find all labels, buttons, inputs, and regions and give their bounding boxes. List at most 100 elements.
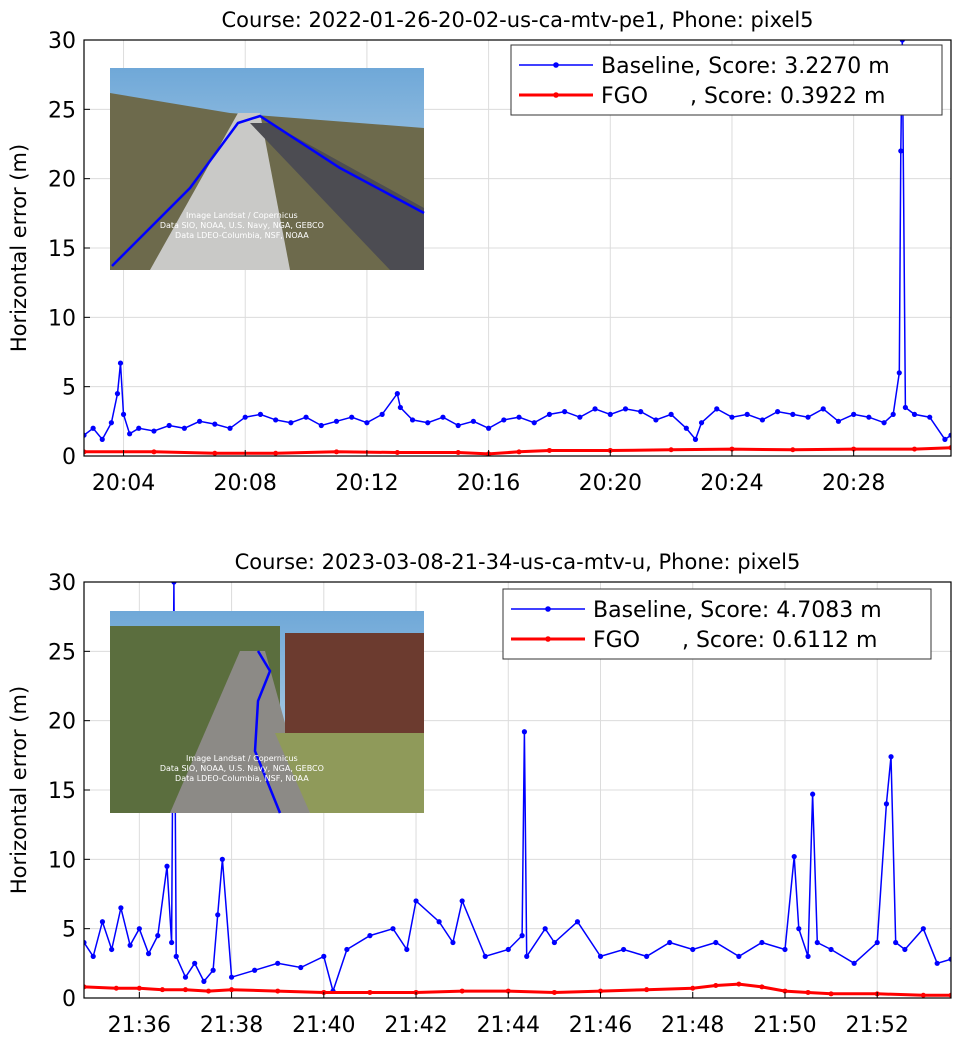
- data-point: [759, 984, 765, 990]
- data-point: [782, 946, 788, 953]
- data-point: [866, 414, 872, 420]
- data-point: [521, 729, 528, 735]
- data-point: [344, 946, 350, 953]
- data-point: [519, 933, 525, 939]
- data-point: [397, 404, 403, 411]
- data-point: [714, 406, 720, 412]
- data-point: [524, 953, 530, 960]
- data-point: [620, 946, 627, 953]
- data-point: [84, 984, 87, 990]
- data-point: [169, 939, 175, 946]
- chart-title: Course: 2023-03-08-21-34-us-ca-mtv-u, Ph…: [235, 550, 801, 574]
- y-tick-label: 5: [62, 918, 76, 943]
- data-point: [505, 988, 511, 994]
- data-point: [455, 422, 461, 429]
- data-point: [782, 988, 788, 994]
- data-point: [482, 953, 488, 960]
- data-point: [136, 926, 142, 932]
- data-point: [127, 942, 133, 948]
- data-point: [644, 953, 650, 960]
- data-point: [668, 411, 674, 417]
- data-point: [729, 446, 735, 452]
- data-point: [890, 411, 896, 417]
- inset-road: [170, 651, 310, 813]
- data-point: [902, 946, 908, 953]
- legend-swatch-marker: [545, 636, 551, 642]
- data-point: [683, 425, 689, 431]
- data-point: [551, 939, 557, 946]
- legend-swatch-marker: [553, 62, 559, 68]
- legend-entry: Baseline, Score: 4.7083 m: [593, 598, 882, 623]
- legend-swatch-marker: [545, 606, 551, 612]
- data-point: [814, 939, 820, 946]
- data-point: [893, 939, 899, 946]
- data-point: [851, 446, 857, 452]
- data-point: [874, 939, 880, 946]
- data-point: [108, 420, 114, 426]
- data-point: [275, 960, 281, 966]
- data-point: [99, 919, 106, 925]
- data-point: [84, 939, 87, 946]
- x-tick-label: 21:38: [200, 1013, 263, 1038]
- data-point: [542, 926, 548, 932]
- data-point: [546, 447, 552, 453]
- data-point: [273, 417, 279, 423]
- series-line-fgo: [84, 982, 951, 997]
- data-point: [181, 425, 187, 431]
- data-point: [562, 409, 568, 415]
- data-point: [501, 417, 507, 423]
- x-tick-label: 21:50: [753, 1013, 816, 1038]
- data-point: [228, 974, 235, 980]
- data-point: [791, 853, 797, 860]
- data-point: [90, 953, 96, 960]
- legend: Baseline, Score: 4.7083 m FGO , Score: 0.…: [502, 588, 932, 660]
- data-point: [486, 425, 492, 431]
- data-point: [90, 425, 96, 431]
- inset-credit: Data SIO, NOAA, U.S. Navy, NGA, GEBCO: [160, 764, 324, 773]
- x-tick-label: 21:40: [292, 1013, 355, 1038]
- data-point: [948, 956, 951, 962]
- data-point: [810, 791, 816, 797]
- series-fgo: [84, 981, 951, 998]
- y-tick-label: 25: [48, 640, 76, 665]
- data-point: [409, 417, 416, 423]
- inset-credit: Data LDEO-Columbia, NSF, NOAA: [175, 231, 309, 240]
- x-tick-label: 21:44: [477, 1013, 540, 1038]
- data-point: [197, 418, 203, 424]
- data-point: [436, 919, 442, 925]
- data-point: [902, 404, 908, 411]
- data-point: [516, 414, 522, 420]
- data-point: [229, 987, 235, 993]
- legend-swatch-marker: [553, 92, 559, 98]
- data-point: [127, 431, 133, 437]
- data-point: [759, 417, 765, 423]
- data-point: [273, 450, 279, 456]
- data-point: [120, 411, 127, 417]
- data-point: [455, 450, 461, 456]
- y-tick-label: 10: [48, 848, 76, 873]
- data-point: [459, 988, 465, 994]
- data-point: [212, 450, 218, 456]
- x-tick-label: 21:42: [384, 1013, 447, 1038]
- data-point: [920, 926, 926, 932]
- y-axis-label: Horizontal error (m): [7, 686, 31, 894]
- y-tick-label: 5: [62, 376, 76, 401]
- data-point: [321, 953, 327, 960]
- data-point: [644, 987, 650, 993]
- data-point: [425, 420, 431, 426]
- data-point: [364, 420, 370, 426]
- y-tick-label: 20: [48, 168, 76, 193]
- data-point: [577, 414, 583, 420]
- data-point: [942, 436, 948, 442]
- data-point: [736, 981, 742, 987]
- x-tick-label: 20:12: [335, 471, 398, 496]
- inset-trajectory: [253, 650, 282, 814]
- data-point: [790, 411, 796, 417]
- data-point: [159, 987, 165, 993]
- data-point: [117, 360, 124, 366]
- data-point: [318, 422, 324, 429]
